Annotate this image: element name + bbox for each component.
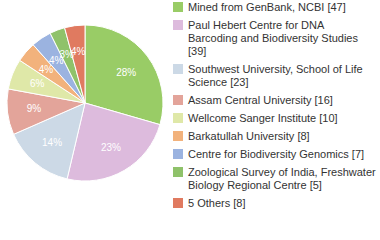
legend-line: 5 Others [8] <box>188 197 245 209</box>
slice-label: 23% <box>101 142 121 153</box>
legend-item: Barkatullah University [8] <box>173 130 310 142</box>
legend-item: 5 Others [8] <box>173 197 245 209</box>
slices-inner <box>7 25 163 181</box>
slice-label: 28% <box>116 67 136 78</box>
legend-label: 5 Others [8] <box>188 197 245 209</box>
legend-line: Paul Hebert Centre for DNA <box>188 19 325 31</box>
legend-label: Paul Hebert Centre for DNABarcoding and … <box>188 19 358 57</box>
legend-swatch <box>173 131 183 141</box>
legend-swatch <box>173 64 183 74</box>
legend-item: Mined from GenBank, NCBI [47] <box>173 1 346 13</box>
legend-line: Science [23] <box>188 76 249 88</box>
legend: Mined from GenBank, NCBI [47] Paul Hebert… <box>173 1 376 209</box>
legend-item: Zoological Survey of India, FreshwaterBi… <box>173 166 376 191</box>
legend-line: Southwest University, School of Life <box>188 63 363 75</box>
legend-item: Assam Central University [16] <box>173 94 333 106</box>
legend-swatch <box>173 198 183 208</box>
pie-area: 28%23%14%9%6%4%4%3%4% <box>7 25 163 181</box>
legend-line: Barcoding and Biodiversity Studies <box>188 32 358 44</box>
legend-line: Biology Regional Centre [5] <box>188 179 322 191</box>
legend-label: Wellcome Sanger Institute [10] <box>188 112 338 124</box>
legend-line: Wellcome Sanger Institute [10] <box>188 112 338 124</box>
legend-line: [39] <box>188 45 206 57</box>
slice-label: 6% <box>30 78 45 89</box>
chart: 28%23%14%9%6%4%4%3%4%Mined from GenBank,… <box>0 0 380 240</box>
legend-swatch <box>173 20 183 30</box>
legend-swatch <box>173 149 183 159</box>
slices <box>7 25 163 181</box>
slice-label: 4% <box>71 46 86 57</box>
pie-slice <box>65 25 85 103</box>
legend-swatch <box>173 113 183 123</box>
legend-label: Mined from GenBank, NCBI [47] <box>188 1 346 13</box>
legend-item: Centre for Biodiversity Genomics [7] <box>173 148 364 160</box>
legend-line: Mined from GenBank, NCBI [47] <box>188 1 346 13</box>
legend-item: Southwest University, School of LifeScie… <box>173 63 363 88</box>
legend-label: Centre for Biodiversity Genomics [7] <box>188 148 364 160</box>
legend-line: Barkatullah University [8] <box>188 130 310 142</box>
legend-label: Zoological Survey of India, FreshwaterBi… <box>188 166 376 191</box>
legend-line: Zoological Survey of India, Freshwater <box>188 166 376 178</box>
legend-line: Centre for Biodiversity Genomics [7] <box>188 148 364 160</box>
slice-label: 14% <box>42 137 62 148</box>
legend-item: Paul Hebert Centre for DNABarcoding and … <box>173 19 358 57</box>
legend-swatch <box>173 2 183 12</box>
legend-label: Assam Central University [16] <box>188 94 333 106</box>
legend-label: Barkatullah University [8] <box>188 130 310 142</box>
legend-line: Assam Central University [16] <box>188 94 333 106</box>
slice-label: 9% <box>27 103 42 114</box>
legend-swatch <box>173 167 183 177</box>
legend-swatch <box>173 95 183 105</box>
legend-label: Southwest University, School of LifeScie… <box>188 63 363 88</box>
legend-item: Wellcome Sanger Institute [10] <box>173 112 338 124</box>
